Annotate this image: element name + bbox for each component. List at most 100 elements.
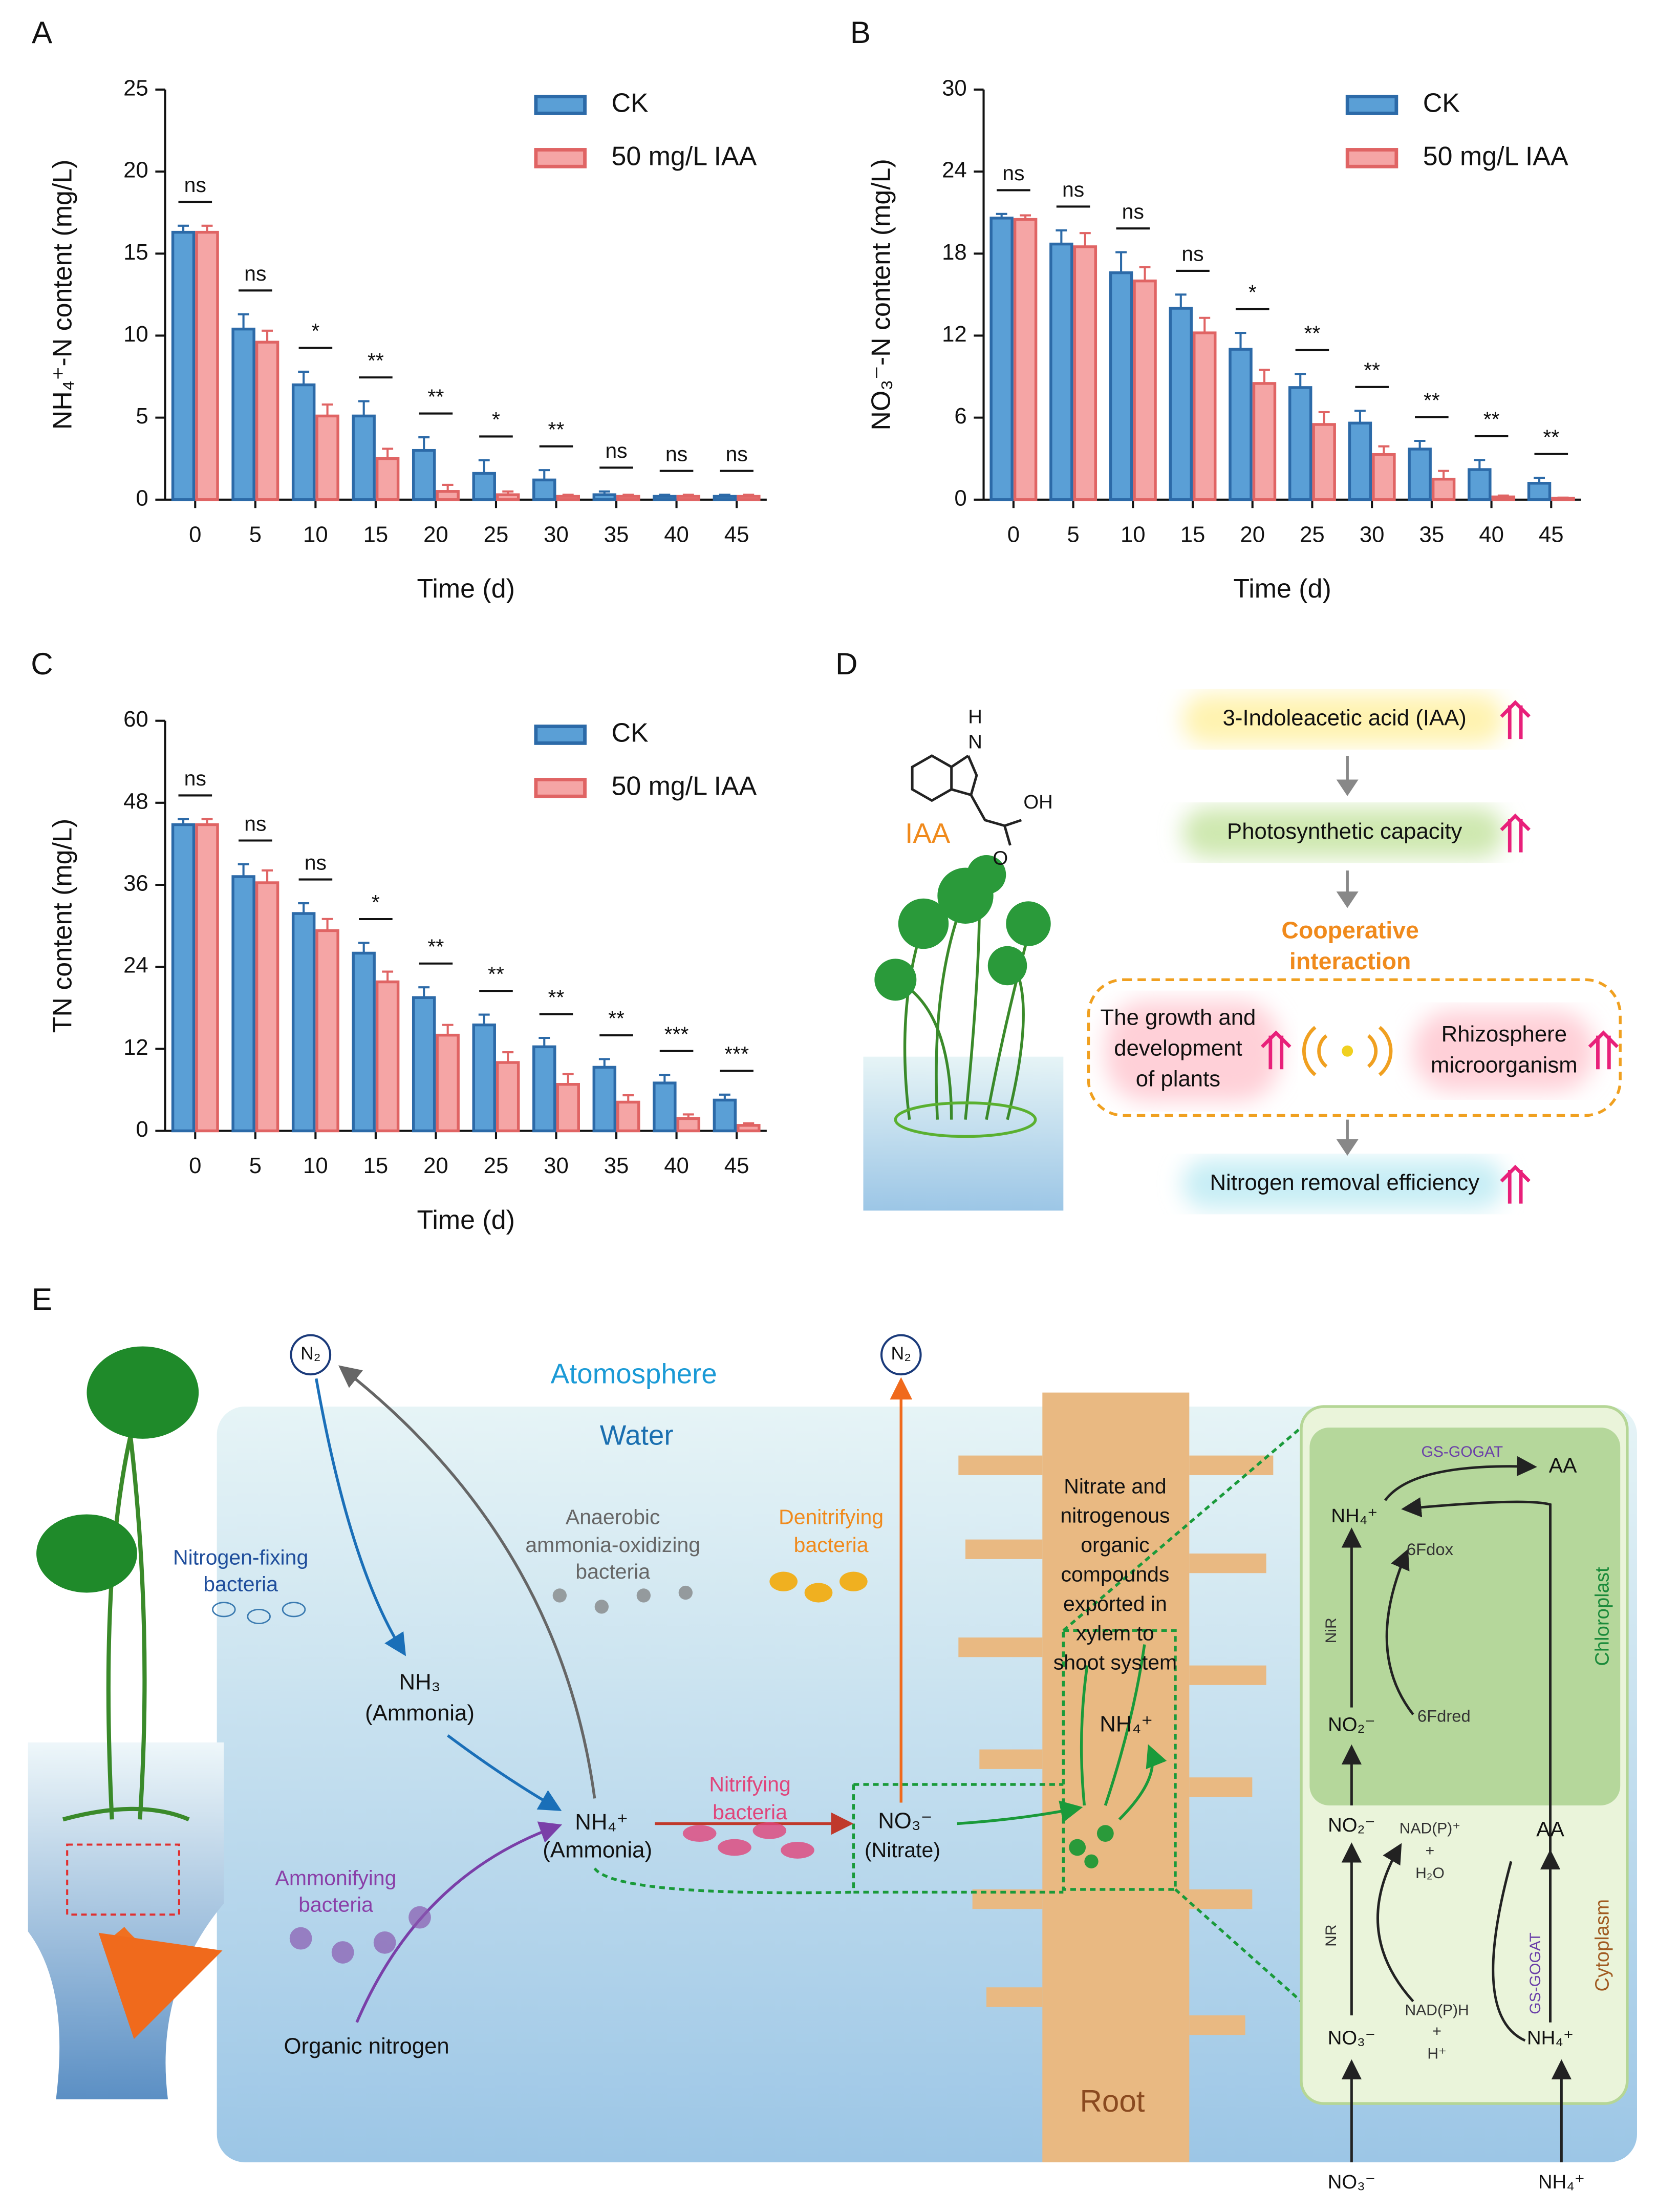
significance-label: ** bbox=[1364, 358, 1380, 382]
diagram-e-text: Chloroplast bbox=[1591, 1567, 1613, 1666]
legend-swatch bbox=[1345, 148, 1398, 168]
significance-label: ns bbox=[305, 850, 327, 874]
y-tick-label: 0 bbox=[136, 1117, 148, 1142]
y-tick-label: 12 bbox=[942, 322, 967, 347]
x-tick-label: 40 bbox=[1479, 522, 1504, 547]
diagram-d-text: OH bbox=[1023, 791, 1052, 813]
error-bar bbox=[622, 494, 634, 497]
error-bar bbox=[1056, 229, 1067, 244]
significance-label: ns bbox=[1181, 242, 1203, 266]
diagram-e-text: GS-GOGAT bbox=[1421, 1443, 1503, 1460]
error-bar bbox=[1259, 369, 1270, 384]
error-bar bbox=[598, 490, 610, 495]
x-tick-label: 5 bbox=[249, 1153, 262, 1178]
error-bar bbox=[321, 403, 333, 416]
x-tick-label: 20 bbox=[1240, 522, 1265, 547]
bar bbox=[1073, 245, 1097, 501]
x-tick-label: 30 bbox=[1360, 522, 1385, 547]
bar bbox=[556, 495, 580, 501]
y-tick-label: 0 bbox=[136, 485, 148, 511]
diagram-e-text: NH₄⁺ bbox=[1100, 1712, 1153, 1737]
bar bbox=[496, 1061, 520, 1133]
significance-label: ns bbox=[244, 812, 266, 835]
diagram-e-text: Anaerobic bbox=[566, 1505, 660, 1528]
diagram-d-text: O bbox=[993, 847, 1008, 869]
significance-label: ** bbox=[1304, 321, 1320, 345]
error-bar bbox=[262, 869, 273, 883]
error-bar bbox=[358, 400, 370, 416]
x-tick-label: 35 bbox=[604, 1153, 629, 1178]
diagram-d-text: The growth and bbox=[1101, 1005, 1256, 1030]
bar bbox=[1013, 218, 1038, 501]
x-tick-label: 30 bbox=[544, 522, 569, 547]
bar bbox=[436, 1033, 460, 1133]
y-tick-label: 6 bbox=[954, 403, 966, 429]
diagram-e-text: (Ammonia) bbox=[365, 1700, 475, 1726]
error-bar bbox=[1378, 445, 1390, 455]
error-bar bbox=[238, 863, 249, 877]
error-bar bbox=[743, 1122, 755, 1125]
error-bar bbox=[201, 224, 213, 232]
bar bbox=[1527, 482, 1552, 501]
y-tick-label: 36 bbox=[123, 871, 148, 896]
error-bar bbox=[262, 329, 273, 343]
diagram-d-text: Cooperative bbox=[1281, 917, 1418, 944]
x-tick-label: 20 bbox=[423, 1153, 448, 1178]
error-bar bbox=[418, 436, 430, 451]
bar bbox=[1193, 331, 1217, 501]
error-bar bbox=[682, 1113, 694, 1119]
legend-label: CK bbox=[611, 718, 648, 748]
x-tick-label: 40 bbox=[664, 1153, 689, 1178]
significance-label: ** bbox=[1483, 408, 1500, 431]
error-bar bbox=[1199, 316, 1211, 333]
error-bar bbox=[382, 970, 394, 982]
significance-label: ns bbox=[725, 442, 747, 465]
bar bbox=[496, 493, 520, 501]
y-tick-label: 25 bbox=[123, 75, 148, 100]
diagram-e-text: bacteria bbox=[298, 1893, 373, 1917]
y-tick-label: 24 bbox=[123, 953, 148, 978]
bar bbox=[412, 449, 436, 501]
x-tick-label: 30 bbox=[544, 1153, 569, 1178]
diagram-e-text: (Nitrate) bbox=[865, 1838, 940, 1862]
error-bar bbox=[321, 918, 333, 931]
error-bar bbox=[562, 1073, 574, 1084]
diagram-e-text: AA bbox=[1536, 1817, 1564, 1841]
bar bbox=[1431, 478, 1456, 501]
diagram-e-text: Ammonifying bbox=[275, 1866, 397, 1890]
x-axis-title: Time (d) bbox=[417, 1205, 515, 1235]
x-tick-label: 10 bbox=[303, 1153, 328, 1178]
diagram-d-text: H bbox=[968, 706, 982, 728]
diagram-e-text: Atomosphere bbox=[551, 1358, 717, 1389]
diagram-e-text: shoot system bbox=[1053, 1651, 1177, 1674]
legend-label: 50 mg/L IAA bbox=[1423, 142, 1568, 172]
error-bar bbox=[502, 1051, 514, 1063]
bar bbox=[255, 881, 279, 1133]
legend-swatch bbox=[534, 95, 587, 115]
error-bar bbox=[502, 490, 514, 495]
panel-label: B bbox=[850, 15, 871, 50]
significance-label: ** bbox=[1424, 388, 1440, 412]
y-tick-label: 5 bbox=[136, 403, 148, 429]
diagram-e-text: Cytoplasm bbox=[1591, 1899, 1613, 1992]
panel-d-art bbox=[863, 694, 1622, 1211]
bar bbox=[592, 493, 617, 501]
diagram-e-text: bacteria bbox=[575, 1560, 650, 1583]
diagram-e-text: AA bbox=[1549, 1453, 1577, 1477]
diagram-e-text: compounds bbox=[1061, 1563, 1170, 1586]
diagram-e-text: bacteria bbox=[794, 1533, 869, 1557]
bar bbox=[616, 1100, 640, 1133]
error-bar bbox=[1115, 251, 1127, 273]
y-tick-label: 12 bbox=[123, 1035, 148, 1060]
bar bbox=[532, 1045, 556, 1133]
y-tick-label: 48 bbox=[123, 789, 148, 814]
x-tick-label: 0 bbox=[189, 1153, 201, 1178]
x-tick-label: 25 bbox=[484, 522, 509, 547]
x-tick-label: 35 bbox=[1419, 522, 1445, 547]
error-bar bbox=[238, 313, 249, 329]
x-tick-label: 15 bbox=[363, 1153, 389, 1178]
diagram-e-text: xylem to bbox=[1076, 1621, 1154, 1645]
diagram-e-text: NH₃ bbox=[399, 1670, 441, 1695]
x-axis-title: Time (d) bbox=[417, 574, 515, 604]
x-tick-label: 25 bbox=[1300, 522, 1325, 547]
